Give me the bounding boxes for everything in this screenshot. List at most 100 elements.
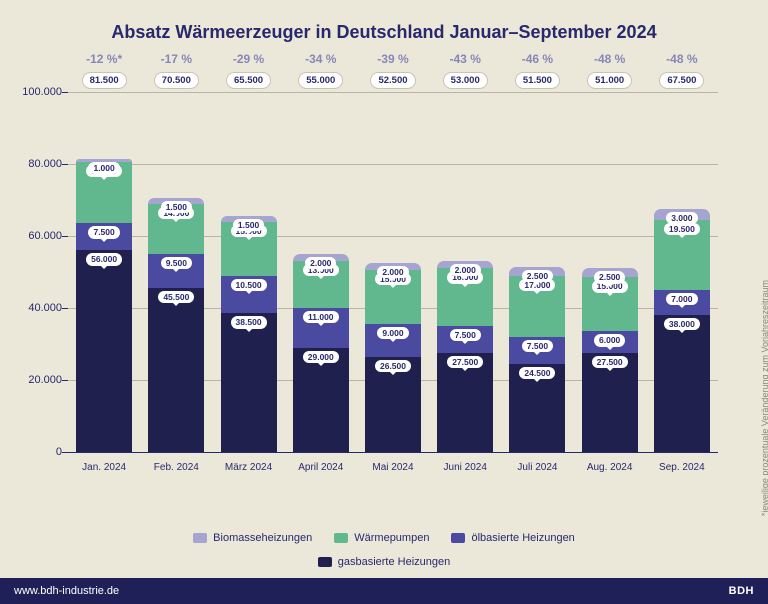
pct-change: -34 % <box>305 52 336 66</box>
pct-change: -29 % <box>233 52 264 66</box>
top-annotations: -12 %*81.500-17 %70.500-29 %65.500-34 %5… <box>68 52 718 89</box>
x-tick-label: Sep. 2024 <box>654 456 710 492</box>
bar-column: 38.50010.50015.0001.500 <box>221 216 277 452</box>
segment-value-label: 2.000 <box>305 257 336 269</box>
chart-area: 020.00040.00060.00080.000100.000 56.0007… <box>68 92 718 492</box>
bar-column: 45.5009.50014.0001.500 <box>148 198 204 452</box>
bar-segment-bio: 2.000 <box>293 254 349 261</box>
segment-value-label: 6.000 <box>594 334 625 346</box>
bar-segment-gas: 45.500 <box>148 288 204 452</box>
pct-change: -48 % <box>666 52 697 66</box>
bar-segment-oil: 7.500 <box>76 223 132 250</box>
legend-item-gas: gasbasierte Heizungen <box>318 556 451 568</box>
segment-value-label: 38.000 <box>664 318 700 330</box>
y-tick-label: 60.000 <box>12 230 62 242</box>
segment-value-label: 45.500 <box>158 291 194 303</box>
total-pill: 81.500 <box>82 72 127 89</box>
bar-segment-bio: 2.000 <box>365 263 421 270</box>
bar-segment-gas: 24.500 <box>509 364 565 452</box>
chart-title: Absatz Wärmeerzeuger in Deutschland Janu… <box>0 0 768 43</box>
bar-segment-bio: 2.000 <box>437 261 493 268</box>
legend-swatch <box>451 533 465 543</box>
bar-column: 29.00011.00013.0002.000 <box>293 254 349 452</box>
pct-change: -39 % <box>377 52 408 66</box>
x-tick-label: März 2024 <box>221 456 277 492</box>
segment-value-label: 2.000 <box>377 266 408 278</box>
bar-column: 56.0007.50017.0001.000 <box>76 159 132 452</box>
bar-segment-bio: 3.000 <box>654 209 710 220</box>
x-tick-label: Aug. 2024 <box>582 456 638 492</box>
bar-segment-gas: 29.000 <box>293 348 349 452</box>
segment-value-label: 3.000 <box>666 212 697 224</box>
x-tick-label: Juli 2024 <box>509 456 565 492</box>
segment-value-label: 7.000 <box>666 293 697 305</box>
legend-label: Biomasseheizungen <box>213 532 312 544</box>
bar-column: 27.5006.00015.0002.500 <box>582 268 638 452</box>
total-pill: 65.500 <box>226 72 271 89</box>
bars-row: 56.0007.50017.0001.00045.5009.50014.0001… <box>68 92 718 452</box>
y-tick-label: 40.000 <box>12 302 62 314</box>
bar-column: 24.5007.50017.0002.500 <box>509 267 565 452</box>
segment-value-label: 2.000 <box>450 264 481 276</box>
y-tick-label: 100.000 <box>12 86 62 98</box>
legend-label: gasbasierte Heizungen <box>338 556 451 568</box>
pct-change: -43 % <box>450 52 481 66</box>
bar-segment-gas: 38.500 <box>221 313 277 452</box>
legend-swatch <box>318 557 332 567</box>
bar-segment-bio: 1.500 <box>221 216 277 221</box>
segment-value-label: 2.500 <box>594 271 625 283</box>
segment-value-label: 26.500 <box>375 360 411 372</box>
x-tick-label: Juni 2024 <box>437 456 493 492</box>
segment-value-label: 27.500 <box>447 356 483 368</box>
segment-value-label: 29.000 <box>303 351 339 363</box>
bar-segment-gas: 27.500 <box>582 353 638 452</box>
bar-segment-gas: 26.500 <box>365 357 421 452</box>
bar-segment-oil: 7.500 <box>509 337 565 364</box>
total-pill: 53.000 <box>443 72 488 89</box>
bar-segment-oil: 9.500 <box>148 254 204 288</box>
segment-value-label: 38.500 <box>231 316 267 328</box>
bar-segment-bio: 2.500 <box>582 268 638 277</box>
segment-value-label: 7.500 <box>522 340 553 352</box>
segment-value-label: 9.000 <box>377 327 408 339</box>
footer-url: www.bdh-industrie.de <box>14 585 119 597</box>
bar-segment-bio: 1.500 <box>148 198 204 203</box>
total-pill: 51.000 <box>587 72 632 89</box>
footer-bar: www.bdh-industrie.de BDH <box>0 578 768 604</box>
bar-segment-oil: 11.000 <box>293 308 349 348</box>
segment-value-label: 1.500 <box>233 219 264 231</box>
segment-value-label: 10.500 <box>231 279 267 291</box>
bar-column: 27.5007.50016.0002.000 <box>437 261 493 452</box>
segment-value-label: 56.000 <box>86 253 122 265</box>
segment-value-label: 1.500 <box>161 201 192 213</box>
x-axis-labels: Jan. 2024Feb. 2024März 2024April 2024Mai… <box>68 456 718 492</box>
x-tick-label: Jan. 2024 <box>76 456 132 492</box>
legend-swatch <box>193 533 207 543</box>
total-pill: 70.500 <box>154 72 199 89</box>
bar-segment-oil: 9.000 <box>365 324 421 356</box>
bar-segment-oil: 10.500 <box>221 276 277 314</box>
legend-label: ölbasierte Heizungen <box>471 532 574 544</box>
bar-segment-hp: 19.500 <box>654 220 710 290</box>
total-pill: 52.500 <box>370 72 415 89</box>
legend-item-bio: Biomasseheizungen <box>193 532 312 544</box>
segment-value-label: 2.500 <box>522 270 553 282</box>
pct-change: -46 % <box>522 52 553 66</box>
segment-value-label: 24.500 <box>519 367 555 379</box>
total-pill: 67.500 <box>659 72 704 89</box>
segment-value-label: 9.500 <box>161 257 192 269</box>
segment-value-label: 27.500 <box>592 356 628 368</box>
bar-segment-bio: 1.000 <box>76 159 132 163</box>
bar-segment-gas: 38.000 <box>654 315 710 452</box>
total-pill: 55.000 <box>298 72 343 89</box>
x-tick-label: April 2024 <box>293 456 349 492</box>
y-tick-label: 80.000 <box>12 158 62 170</box>
legend-swatch <box>334 533 348 543</box>
segment-value-label: 1.000 <box>88 162 119 174</box>
segment-value-label: 11.000 <box>303 311 339 323</box>
legend-item-oil: ölbasierte Heizungen <box>451 532 574 544</box>
bar-segment-gas: 56.000 <box>76 250 132 452</box>
legend-label: Wärmepumpen <box>354 532 429 544</box>
bar-segment-oil: 7.000 <box>654 290 710 315</box>
pct-change: -12 %* <box>86 52 122 66</box>
